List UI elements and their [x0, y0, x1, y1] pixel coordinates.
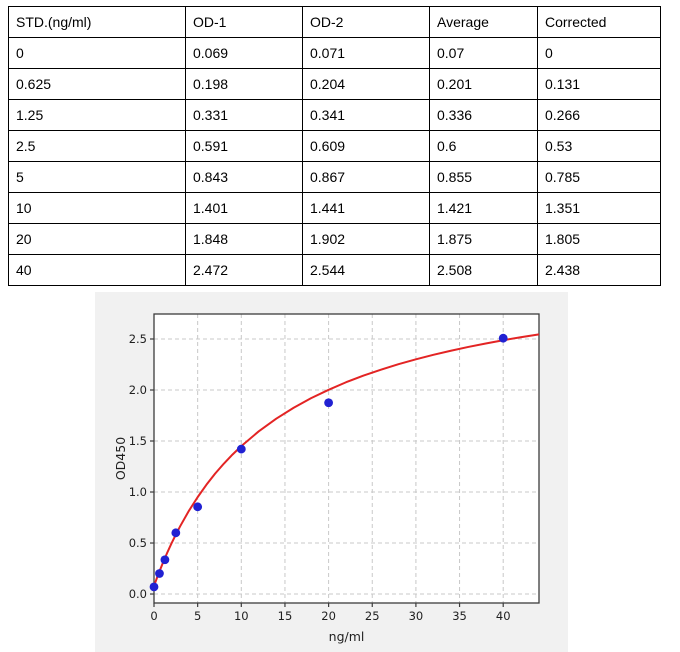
table-cell: 40 [8, 254, 186, 286]
standards-table: STD.(ng/ml) OD-1 OD-2 Average Corrected 0 0.0… [8, 6, 661, 286]
table-cell: 2.508 [429, 254, 538, 286]
table-cell: 0.07 [429, 37, 538, 69]
table-cell: 0.867 [302, 161, 430, 193]
x-axis-label: ng/ml [329, 629, 365, 644]
plot-area [154, 314, 539, 603]
table-cell: 1.421 [429, 192, 538, 224]
y-tick-label: 1.5 [129, 434, 147, 448]
x-tick-label: 40 [496, 609, 511, 623]
data-point [149, 582, 159, 592]
y-tick-label: 2.5 [129, 332, 147, 346]
table-cell: 0 [537, 37, 661, 69]
table-cell: 1.902 [302, 223, 430, 255]
table-cell: 0.625 [8, 68, 186, 100]
table-cell: 2.472 [185, 254, 303, 286]
plot-border [153, 313, 540, 604]
table-row: 20 1.848 1.902 1.875 1.805 [8, 223, 661, 255]
data-point [324, 398, 334, 408]
table-cell: 1.351 [537, 192, 661, 224]
table-cell: 0.843 [185, 161, 303, 193]
x-tick-label: 5 [194, 609, 201, 623]
table-cell: 0.341 [302, 99, 430, 131]
table-cell: 0.53 [537, 130, 661, 162]
table-cell: 0.855 [429, 161, 538, 193]
table-header-row: STD.(ng/ml) OD-1 OD-2 Average Corrected [8, 6, 661, 38]
table-row: 0 0.069 0.071 0.07 0 [8, 37, 661, 69]
table-body: 0 0.069 0.071 0.07 0 0.625 0.198 0.204 0.201 0.13… [8, 37, 661, 286]
table-row: 40 2.472 2.544 2.508 2.438 [8, 254, 661, 286]
table-cell: 2.438 [537, 254, 661, 286]
x-tick-label: 25 [365, 609, 380, 623]
table-cell: 0 [8, 37, 186, 69]
table-row: 1.25 0.331 0.341 0.336 0.266 [8, 99, 661, 131]
table-cell: 1.25 [8, 99, 186, 131]
table-cell: 0.204 [302, 68, 430, 100]
table-cell: 0.198 [185, 68, 303, 100]
x-tick-label: 0 [150, 609, 157, 623]
table-cell: 0.131 [537, 68, 661, 100]
table-cell: 20 [8, 223, 186, 255]
table-cell: 0.609 [302, 130, 430, 162]
table-row: 10 1.401 1.441 1.421 1.351 [8, 192, 661, 224]
data-point [171, 528, 181, 538]
table-cell: 0.071 [302, 37, 430, 69]
table-cell: 1.875 [429, 223, 538, 255]
y-tick-label: 0.5 [129, 536, 147, 550]
data-point [155, 569, 164, 578]
table-cell: 0.336 [429, 99, 538, 131]
y-tick-label: 1.0 [129, 485, 147, 499]
table-cell: 0.331 [185, 99, 303, 131]
data-point [498, 333, 508, 343]
header-cell: Average [429, 6, 538, 38]
y-tick-label: 0.0 [129, 587, 147, 601]
y-tick-label: 2.0 [129, 383, 147, 397]
table-cell: 1.805 [537, 223, 661, 255]
table-cell: 0.785 [537, 161, 661, 193]
x-tick-label: 35 [452, 609, 467, 623]
table-cell: 2.5 [8, 130, 186, 162]
header-cell: OD-1 [185, 6, 303, 38]
y-axis-label: OD450 [113, 437, 128, 480]
table-cell: 5 [8, 161, 186, 193]
standard-curve-chart: 0 5 10 15 20 25 30 35 40 0.0 0.5 1.0 1.5 2.0 2.5 ng/ml O… [113, 313, 540, 644]
header-cell: Corrected [537, 6, 661, 38]
standard-curve-figure: 0 5 10 15 20 25 30 35 40 0.0 0.5 1.0 1.5 2.0 2.5 ng/ml O… [95, 292, 568, 652]
header-cell: STD.(ng/ml) [8, 6, 186, 38]
table-cell: 2.544 [302, 254, 430, 286]
x-tick-label: 30 [409, 609, 424, 623]
table-row: 5 0.843 0.867 0.855 0.785 [8, 161, 661, 193]
table-row: 2.5 0.591 0.609 0.6 0.53 [8, 130, 661, 162]
table-cell: 0.069 [185, 37, 303, 69]
table-cell: 1.401 [185, 192, 303, 224]
header-cell: OD-2 [302, 6, 430, 38]
x-tick-label: 15 [278, 609, 293, 623]
table-cell: 1.441 [302, 192, 430, 224]
table-row: 0.625 0.198 0.204 0.201 0.131 [8, 68, 661, 100]
table-cell: 0.201 [429, 68, 538, 100]
data-point [236, 444, 246, 454]
x-tick-label: 20 [321, 609, 336, 623]
data-point [160, 555, 170, 565]
table-cell: 10 [8, 192, 186, 224]
data-point [193, 502, 203, 512]
table-cell: 0.6 [429, 130, 538, 162]
x-tick-label: 10 [234, 609, 249, 623]
table-cell: 0.591 [185, 130, 303, 162]
table-cell: 1.848 [185, 223, 303, 255]
table-cell: 0.266 [537, 99, 661, 131]
